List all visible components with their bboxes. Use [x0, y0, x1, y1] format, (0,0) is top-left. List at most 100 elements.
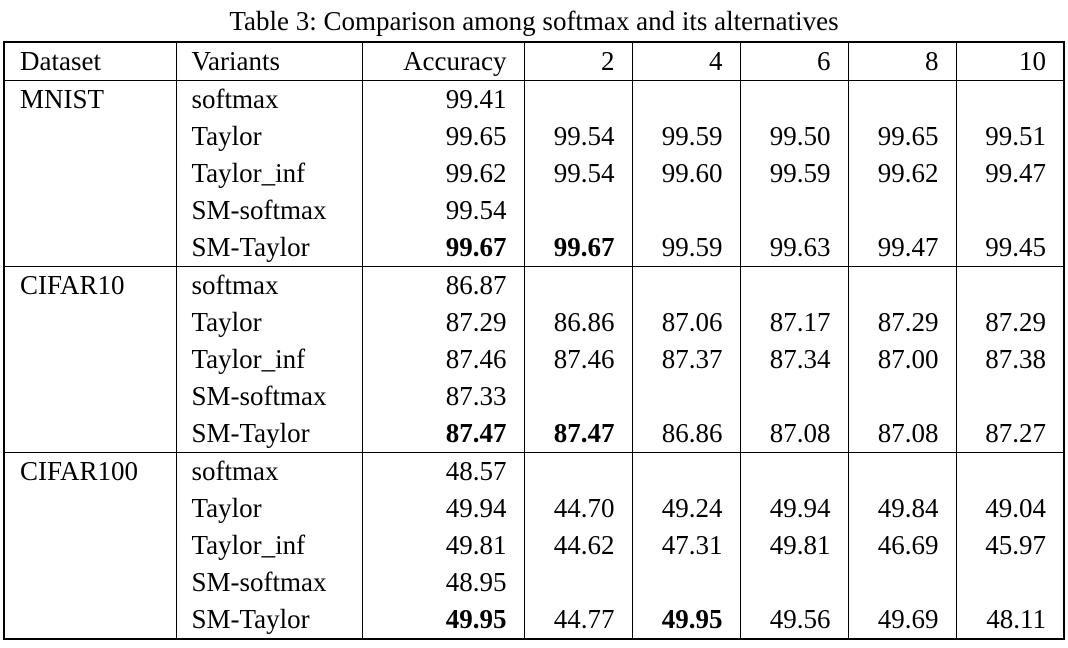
epoch-value-cell: [631, 452, 741, 490]
column-header-epoch-10: 10: [955, 42, 1065, 81]
epoch-value-cell: [955, 378, 1065, 415]
epoch-value-cell: [847, 378, 957, 415]
table-row: Taylor_inf 99.62 99.54 99.60 99.59 99.62 99.47: [3, 155, 1065, 192]
epoch-value-cell: 87.29: [955, 304, 1065, 341]
accuracy-cell: 99.65: [361, 118, 525, 155]
dataset-cell: [3, 378, 177, 415]
table-row: Taylor 99.65 99.54 99.59 99.50 99.65 99.51: [3, 118, 1065, 155]
header-row: Dataset Variants Accuracy 2 4 6 8 10: [3, 42, 1065, 81]
column-header-dataset: Dataset: [3, 42, 177, 81]
table-row: SM-Taylor 87.47 87.47 86.86 87.08 87.08 87.27: [3, 415, 1065, 453]
epoch-value-cell: 44.77: [523, 601, 633, 639]
epoch-value-cell: 87.17: [739, 304, 849, 341]
epoch-value-cell: 87.29: [847, 304, 957, 341]
epoch-value-cell: [523, 192, 633, 229]
table-row: CIFAR100 softmax 48.57: [3, 452, 1065, 490]
accuracy-cell: 48.57: [361, 452, 525, 490]
accuracy-cell: 87.33: [361, 378, 525, 415]
table-header: Dataset Variants Accuracy 2 4 6 8 10: [3, 42, 1065, 81]
variant-cell: Taylor_inf: [175, 155, 363, 192]
epoch-value-cell: [739, 192, 849, 229]
epoch-value-cell: 87.00: [847, 341, 957, 378]
table-caption: Table 3: Comparison among softmax and it…: [229, 6, 839, 36]
epoch-value-cell: [523, 378, 633, 415]
epoch-value-cell: [955, 192, 1065, 229]
table-row: SM-softmax 99.54: [3, 192, 1065, 229]
accuracy-cell: 49.95: [361, 601, 525, 639]
epoch-value-cell: 99.62: [847, 155, 957, 192]
accuracy-cell: 87.46: [361, 341, 525, 378]
table-row: Taylor_inf 49.81 44.62 47.31 49.81 46.69 45.97: [3, 527, 1065, 564]
variant-cell: Taylor: [175, 304, 363, 341]
epoch-value-cell: 49.81: [739, 527, 849, 564]
epoch-value-cell: [739, 378, 849, 415]
epoch-value-cell: 99.45: [955, 229, 1065, 267]
variant-cell: SM-Taylor: [175, 601, 363, 639]
variant-cell: Taylor: [175, 490, 363, 527]
accuracy-cell: 99.67: [361, 229, 525, 267]
results-table: Dataset Variants Accuracy 2 4 6 8 10 MNI…: [3, 41, 1065, 640]
variant-cell: softmax: [175, 452, 363, 490]
column-header-variants: Variants: [175, 42, 363, 81]
table-row: SM-softmax 48.95: [3, 564, 1065, 601]
epoch-value-cell: [631, 80, 741, 118]
epoch-value-cell: 44.70: [523, 490, 633, 527]
epoch-value-cell: [523, 266, 633, 304]
accuracy-cell: 87.29: [361, 304, 525, 341]
epoch-value-cell: [631, 378, 741, 415]
accuracy-cell: 48.95: [361, 564, 525, 601]
epoch-value-cell: [523, 564, 633, 601]
table-row: SM-softmax 87.33: [3, 378, 1065, 415]
epoch-value-cell: 87.38: [955, 341, 1065, 378]
accuracy-cell: 99.54: [361, 192, 525, 229]
epoch-value-cell: 99.65: [847, 118, 957, 155]
epoch-value-cell: 99.51: [955, 118, 1065, 155]
table-row: Taylor 49.94 44.70 49.24 49.94 49.84 49.04: [3, 490, 1065, 527]
dataset-cell: [3, 601, 177, 639]
dataset-group: MNIST softmax 99.41 Taylor 99.65 99.54 99.59 99…: [3, 80, 1065, 267]
accuracy-cell: 86.87: [361, 266, 525, 304]
dataset-group: CIFAR10 softmax 86.87 Taylor 87.29 86.86 87.06…: [3, 266, 1065, 453]
epoch-value-cell: [847, 80, 957, 118]
epoch-value-cell: 99.59: [631, 229, 741, 267]
variant-cell: Taylor: [175, 118, 363, 155]
variant-cell: SM-softmax: [175, 378, 363, 415]
epoch-value-cell: 99.54: [523, 155, 633, 192]
epoch-value-cell: [523, 80, 633, 118]
epoch-value-cell: 49.04: [955, 490, 1065, 527]
accuracy-cell: 99.41: [361, 80, 525, 118]
epoch-value-cell: [955, 80, 1065, 118]
epoch-value-cell: [847, 452, 957, 490]
column-header-epoch-8: 8: [847, 42, 957, 81]
variant-cell: softmax: [175, 80, 363, 118]
epoch-value-cell: 87.34: [739, 341, 849, 378]
table-row: SM-Taylor 49.95 44.77 49.95 49.56 49.69 48.11: [3, 601, 1065, 639]
epoch-value-cell: 99.63: [739, 229, 849, 267]
epoch-value-cell: 99.47: [847, 229, 957, 267]
epoch-value-cell: 99.50: [739, 118, 849, 155]
dataset-cell: [3, 527, 177, 564]
epoch-value-cell: 99.67: [523, 229, 633, 267]
epoch-value-cell: 45.97: [955, 527, 1065, 564]
variant-cell: Taylor_inf: [175, 527, 363, 564]
epoch-value-cell: 86.86: [523, 304, 633, 341]
accuracy-cell: 87.47: [361, 415, 525, 453]
dataset-cell: [3, 490, 177, 527]
epoch-value-cell: 99.54: [523, 118, 633, 155]
epoch-value-cell: [739, 452, 849, 490]
accuracy-cell: 99.62: [361, 155, 525, 192]
epoch-value-cell: 49.94: [739, 490, 849, 527]
dataset-cell: [3, 192, 177, 229]
epoch-value-cell: [631, 564, 741, 601]
epoch-value-cell: 44.62: [523, 527, 633, 564]
dataset-cell: [3, 415, 177, 453]
epoch-value-cell: [847, 192, 957, 229]
variant-cell: softmax: [175, 266, 363, 304]
epoch-value-cell: 49.24: [631, 490, 741, 527]
table-row: CIFAR10 softmax 86.87: [3, 266, 1065, 304]
epoch-value-cell: 99.47: [955, 155, 1065, 192]
epoch-value-cell: 49.69: [847, 601, 957, 639]
dataset-cell: [3, 118, 177, 155]
dataset-cell: [3, 304, 177, 341]
column-header-epoch-4: 4: [631, 42, 741, 81]
